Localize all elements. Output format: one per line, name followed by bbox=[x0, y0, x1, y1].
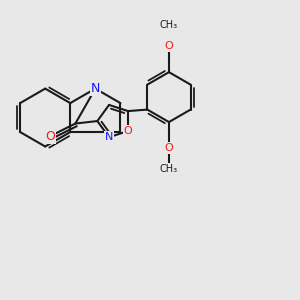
Text: N: N bbox=[105, 132, 113, 142]
Text: O: O bbox=[46, 130, 56, 142]
Text: N: N bbox=[91, 82, 100, 95]
Text: CH₃: CH₃ bbox=[160, 20, 178, 30]
Text: O: O bbox=[165, 143, 173, 153]
Text: O: O bbox=[165, 41, 173, 51]
Text: O: O bbox=[124, 126, 132, 136]
Text: CH₃: CH₃ bbox=[160, 164, 178, 174]
